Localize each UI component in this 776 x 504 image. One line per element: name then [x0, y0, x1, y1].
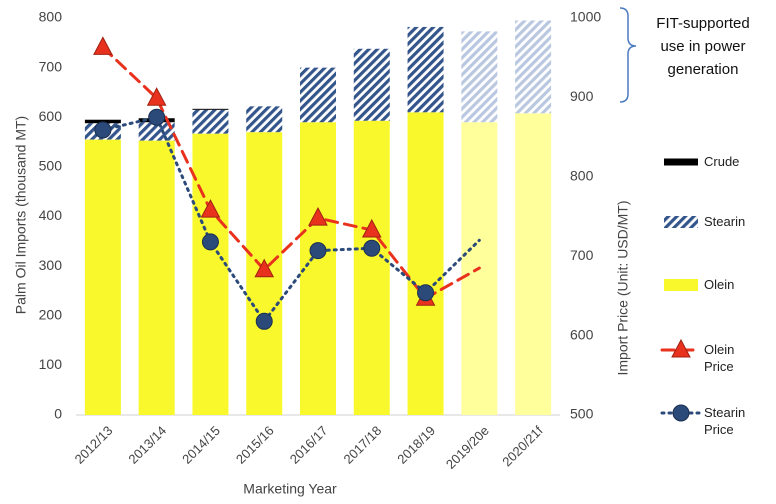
- legend-swatch: [664, 216, 698, 228]
- circle-marker: [309, 242, 327, 260]
- bar-segment: [192, 133, 229, 415]
- circle-marker: [255, 312, 273, 330]
- bar-segment: [407, 26, 444, 113]
- y-tick-label: 700: [39, 58, 63, 74]
- triangle-marker: [671, 338, 691, 358]
- bar-segment: [246, 106, 283, 133]
- triangle-marker: [200, 199, 221, 218]
- y-axis-title: Palm Oil Imports (thousand MT): [13, 116, 29, 314]
- legend-swatch: [664, 158, 698, 166]
- circle-marker: [148, 108, 166, 126]
- circle-marker: [417, 284, 435, 302]
- circle-marker: [94, 121, 112, 139]
- y-tick-label: 0: [54, 406, 62, 422]
- x-tick-label: 2015/16: [233, 423, 277, 467]
- legend-label: Crude: [704, 154, 740, 169]
- triangle-marker: [361, 218, 382, 238]
- brace: [619, 7, 637, 103]
- x-tick-label: 2014/15: [179, 423, 223, 467]
- triangle-marker: [93, 36, 113, 55]
- y2-tick-label: 1000: [570, 9, 601, 25]
- x-tick-label: 2012/13: [72, 423, 116, 467]
- price-line: [101, 45, 481, 301]
- y2-tick-label: 700: [570, 247, 594, 263]
- bar-segment: [353, 48, 390, 121]
- y-tick-label: 400: [39, 207, 63, 223]
- circle-marker: [672, 404, 690, 422]
- bar-segment: [138, 140, 175, 416]
- x-tick-label: 2013/14: [125, 423, 169, 467]
- bar-segment: [353, 120, 390, 415]
- legend-swatch: [664, 279, 698, 291]
- circle-marker: [201, 233, 219, 251]
- x-tick-label: 2018/19: [394, 423, 438, 467]
- bar-segment: [515, 20, 552, 114]
- y-tick-label: 200: [39, 306, 63, 322]
- y-tick-label: 800: [39, 9, 63, 25]
- legend-label: Olein Price: [704, 342, 735, 374]
- y2-tick-label: 600: [570, 326, 594, 342]
- bar-segment: [407, 112, 444, 415]
- y-tick-label: 300: [39, 257, 63, 273]
- x-tick-label: 2020/21f: [499, 423, 546, 470]
- bar-segment: [515, 113, 552, 415]
- legend-label: Olein: [704, 277, 735, 292]
- y-tick-label: 600: [39, 108, 63, 124]
- y2-tick-label: 800: [570, 168, 594, 184]
- y-tick-label: 100: [39, 356, 63, 372]
- annotation: FIT-supported use in power generation: [656, 15, 750, 78]
- x-tick-label: 2016/17: [287, 423, 331, 467]
- y-tick-label: 500: [39, 158, 63, 174]
- bar-segment: [300, 122, 336, 416]
- y2-axis-title: Import Price (Unit: USD/MT): [615, 200, 631, 375]
- triangle-marker: [146, 87, 167, 106]
- x-tick-label: 2019/20e: [443, 423, 492, 472]
- legend-label: Stearin Price: [704, 405, 746, 437]
- x-tick-label: 2017/18: [340, 423, 384, 467]
- triangle-marker: [254, 258, 275, 278]
- circle-marker: [363, 239, 381, 257]
- bar-segment: [192, 108, 229, 110]
- bar-segment: [192, 109, 229, 134]
- bar-segment: [84, 139, 121, 416]
- triangle-marker: [308, 207, 328, 226]
- y2-tick-label: 900: [570, 88, 594, 104]
- bar-segment: [300, 67, 336, 123]
- y2-tick-label: 500: [570, 406, 594, 422]
- legend-label: Stearin: [704, 214, 746, 229]
- bar-segment: [461, 31, 498, 123]
- x-axis-title: Marketing Year: [243, 481, 337, 497]
- price-line: [101, 115, 481, 324]
